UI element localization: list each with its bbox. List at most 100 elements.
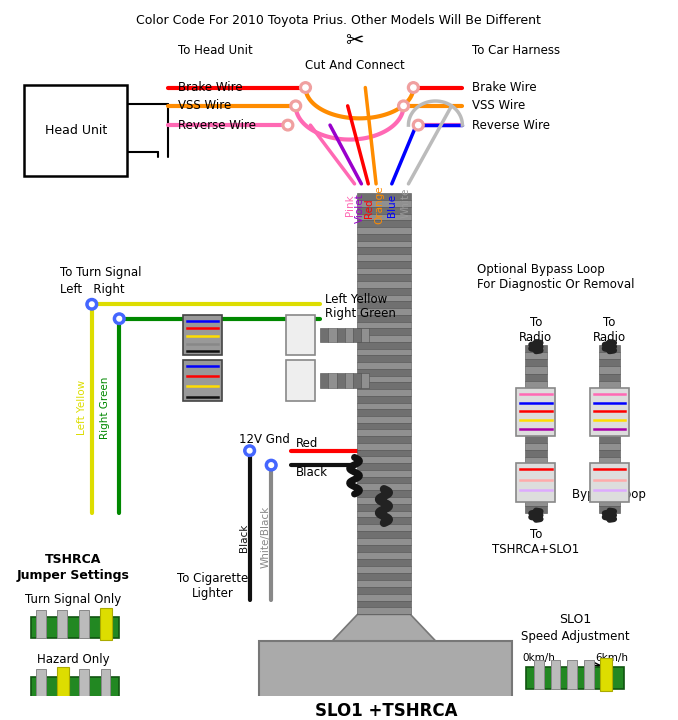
Polygon shape xyxy=(330,614,438,643)
Bar xyxy=(357,234,411,240)
Text: To
Radio: To Radio xyxy=(519,316,553,344)
Bar xyxy=(357,294,411,302)
Bar xyxy=(357,281,411,288)
Circle shape xyxy=(411,85,416,90)
Circle shape xyxy=(412,120,424,131)
Circle shape xyxy=(86,299,98,310)
Bar xyxy=(183,315,222,355)
Text: SLO1: SLO1 xyxy=(559,613,591,626)
Bar xyxy=(357,194,411,200)
Bar xyxy=(357,559,411,566)
Bar xyxy=(357,274,411,281)
Text: Red: Red xyxy=(296,438,318,451)
Bar xyxy=(525,472,546,478)
Bar xyxy=(36,610,45,639)
Text: Hazard Only: Hazard Only xyxy=(37,653,109,666)
Bar xyxy=(357,524,411,531)
Bar xyxy=(357,443,411,450)
Text: White/Black: White/Black xyxy=(260,506,271,569)
Bar xyxy=(260,642,513,720)
Bar xyxy=(599,359,620,366)
Bar xyxy=(357,539,411,545)
Bar xyxy=(357,436,411,443)
Text: To Turn Signal: To Turn Signal xyxy=(60,266,142,279)
Bar xyxy=(361,328,370,342)
Bar xyxy=(525,485,546,492)
Text: VSS Wire: VSS Wire xyxy=(472,99,525,112)
Circle shape xyxy=(293,103,298,109)
Bar xyxy=(601,660,610,688)
Bar xyxy=(357,315,411,322)
Text: Color Code For 2010 Toyota Prius. Other Models Will Be Different: Color Code For 2010 Toyota Prius. Other … xyxy=(136,14,541,27)
Text: To
Radio: To Radio xyxy=(593,316,626,344)
Bar xyxy=(599,352,620,359)
Bar xyxy=(357,608,411,614)
Bar xyxy=(328,373,336,387)
Bar xyxy=(357,254,411,261)
Bar xyxy=(79,670,89,698)
Bar xyxy=(590,463,629,502)
Bar xyxy=(525,506,546,513)
Circle shape xyxy=(407,82,419,94)
Bar xyxy=(590,388,629,436)
Bar xyxy=(100,608,113,640)
Bar xyxy=(525,492,546,499)
Bar xyxy=(357,308,411,315)
Bar xyxy=(599,464,620,472)
Text: To Head Unit: To Head Unit xyxy=(178,45,253,58)
Bar xyxy=(344,373,353,387)
Circle shape xyxy=(416,122,421,127)
Bar xyxy=(58,670,67,698)
Circle shape xyxy=(89,302,94,307)
Bar xyxy=(599,345,620,352)
Bar xyxy=(357,369,411,376)
Bar xyxy=(56,667,69,700)
Bar xyxy=(525,444,546,450)
Bar xyxy=(599,658,612,690)
Bar xyxy=(525,450,546,457)
Bar xyxy=(516,463,555,502)
Bar xyxy=(357,362,411,369)
Bar xyxy=(357,288,411,294)
Bar xyxy=(357,200,411,207)
Text: Cut And Connect: Cut And Connect xyxy=(304,59,404,72)
Text: White: White xyxy=(401,188,410,218)
Bar xyxy=(286,315,315,355)
Circle shape xyxy=(285,122,290,127)
Bar xyxy=(599,478,620,485)
Bar xyxy=(79,610,89,639)
Text: VSS Wire: VSS Wire xyxy=(178,99,231,112)
Bar xyxy=(525,345,546,352)
Bar xyxy=(357,389,411,396)
Bar xyxy=(599,499,620,506)
Bar xyxy=(357,510,411,518)
Bar xyxy=(31,617,119,639)
Text: Black: Black xyxy=(296,467,327,480)
Bar xyxy=(357,552,411,559)
Bar xyxy=(525,359,546,366)
Text: 12V Gnd: 12V Gnd xyxy=(239,433,290,446)
Bar xyxy=(320,328,328,342)
Bar xyxy=(357,220,411,228)
Bar xyxy=(357,497,411,504)
Bar xyxy=(599,444,620,450)
Bar xyxy=(567,660,577,688)
Circle shape xyxy=(247,449,252,453)
Text: Reverse Wire: Reverse Wire xyxy=(178,119,256,132)
Text: Brake Wire: Brake Wire xyxy=(472,81,537,94)
Bar xyxy=(336,328,344,342)
Text: Right Green: Right Green xyxy=(325,307,396,320)
Bar xyxy=(357,240,411,248)
Bar xyxy=(357,463,411,470)
Bar xyxy=(357,429,411,436)
Text: Left Yellow: Left Yellow xyxy=(77,379,87,435)
Bar xyxy=(357,396,411,402)
Bar xyxy=(336,373,344,387)
Bar xyxy=(357,518,411,524)
Text: Bypass Loop: Bypass Loop xyxy=(572,487,646,500)
Bar xyxy=(183,360,222,400)
Circle shape xyxy=(282,120,294,131)
Bar xyxy=(357,268,411,274)
Bar xyxy=(357,477,411,483)
Bar xyxy=(357,328,411,335)
